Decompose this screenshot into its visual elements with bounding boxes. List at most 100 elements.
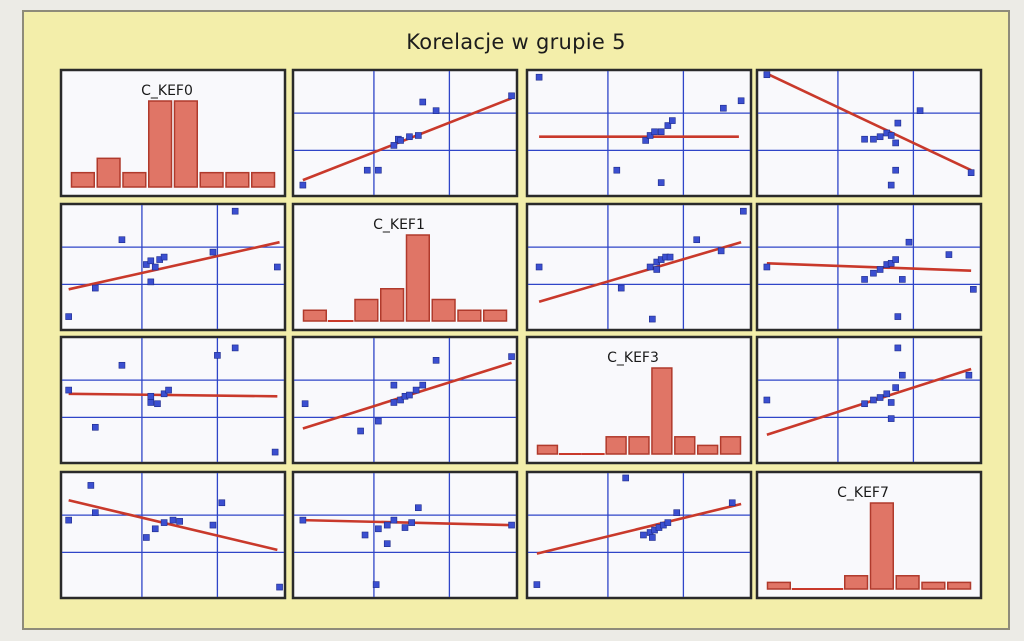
fit-line <box>68 240 280 291</box>
panel-border <box>525 68 753 198</box>
panel-border <box>525 202 753 332</box>
data-point <box>508 353 515 360</box>
histogram-bar <box>674 436 696 455</box>
data-point <box>408 519 415 526</box>
data-point <box>649 534 656 541</box>
data-point <box>406 133 413 141</box>
data-point <box>209 521 217 529</box>
data-point <box>728 499 736 507</box>
fit-line <box>768 73 972 172</box>
data-point <box>967 169 975 176</box>
histogram-bar <box>628 436 650 455</box>
panel-border <box>291 68 519 198</box>
data-point <box>419 98 427 106</box>
histogram-bar <box>405 234 430 322</box>
fit-line <box>68 499 278 552</box>
histogram-bar <box>696 444 719 455</box>
data-point <box>160 253 168 261</box>
fit-line <box>536 502 742 555</box>
panel-border <box>291 335 519 465</box>
data-point <box>887 181 895 189</box>
variable-label: C_KEF0 <box>141 83 193 99</box>
data-point <box>390 516 398 524</box>
data-point <box>883 390 891 398</box>
data-point <box>65 516 72 524</box>
data-point <box>91 284 99 292</box>
data-point <box>118 236 126 244</box>
matrix-panel <box>755 202 983 332</box>
data-point <box>91 423 99 431</box>
data-point <box>151 263 159 271</box>
data-point <box>214 352 221 359</box>
data-point <box>763 396 771 404</box>
data-point <box>276 583 283 591</box>
data-point <box>274 263 281 271</box>
data-point <box>432 357 440 364</box>
matrix-panel <box>291 68 519 198</box>
data-point <box>390 399 398 406</box>
data-point <box>894 119 902 127</box>
data-point <box>363 166 371 174</box>
data-point <box>231 207 239 215</box>
data-point <box>673 509 681 516</box>
data-point <box>622 474 629 482</box>
data-point <box>375 417 382 425</box>
data-point <box>763 71 771 79</box>
data-point <box>154 400 161 408</box>
data-point <box>740 207 747 215</box>
histogram-bar <box>302 309 327 322</box>
data-point <box>617 284 625 292</box>
data-point <box>91 509 99 516</box>
data-point <box>535 73 543 81</box>
data-point <box>916 107 924 114</box>
panel-border <box>59 335 287 465</box>
histogram-bar <box>895 575 920 590</box>
chart-title: Korelacje w grupie 5 <box>406 30 626 54</box>
data-point <box>876 133 884 141</box>
data-point <box>65 313 72 320</box>
matrix-panel: C_KEF0 <box>59 68 287 198</box>
matrix-panel <box>59 335 287 465</box>
data-point <box>147 278 155 286</box>
panel-border <box>525 335 753 465</box>
variable-label: C_KEF3 <box>607 350 659 366</box>
data-point <box>646 132 654 139</box>
data-point <box>143 534 150 541</box>
data-point <box>905 238 913 246</box>
data-point <box>169 516 177 524</box>
data-point <box>508 521 515 529</box>
matrix-panel <box>59 470 287 600</box>
data-point <box>419 381 427 389</box>
data-point <box>965 371 973 379</box>
data-point <box>664 519 672 526</box>
data-point <box>642 137 649 144</box>
data-point <box>669 117 676 124</box>
data-point <box>383 521 391 529</box>
data-point <box>899 276 906 283</box>
data-point <box>271 448 279 456</box>
panel-border <box>525 470 753 600</box>
data-point <box>390 142 398 149</box>
histogram-bar <box>483 309 508 322</box>
histogram-bar <box>251 171 276 188</box>
data-point <box>412 386 420 394</box>
matrix-panel <box>755 335 983 465</box>
panel-border <box>755 68 983 198</box>
panel-border <box>59 470 287 600</box>
data-point <box>397 137 404 144</box>
data-point <box>415 504 422 512</box>
data-point <box>375 166 382 174</box>
panel-border <box>291 470 519 600</box>
histogram-bar <box>148 100 173 188</box>
matrix-panel <box>59 202 287 332</box>
variable-label: C_KEF1 <box>373 217 425 233</box>
histogram-bar <box>354 298 379 322</box>
data-point <box>649 315 656 323</box>
data-point <box>899 371 906 379</box>
histogram-bar <box>96 157 121 188</box>
data-point <box>894 344 902 352</box>
variable-label: C_KEF7 <box>837 485 889 501</box>
histogram-bar <box>947 581 972 590</box>
data-point <box>87 482 95 489</box>
data-point <box>720 104 727 112</box>
